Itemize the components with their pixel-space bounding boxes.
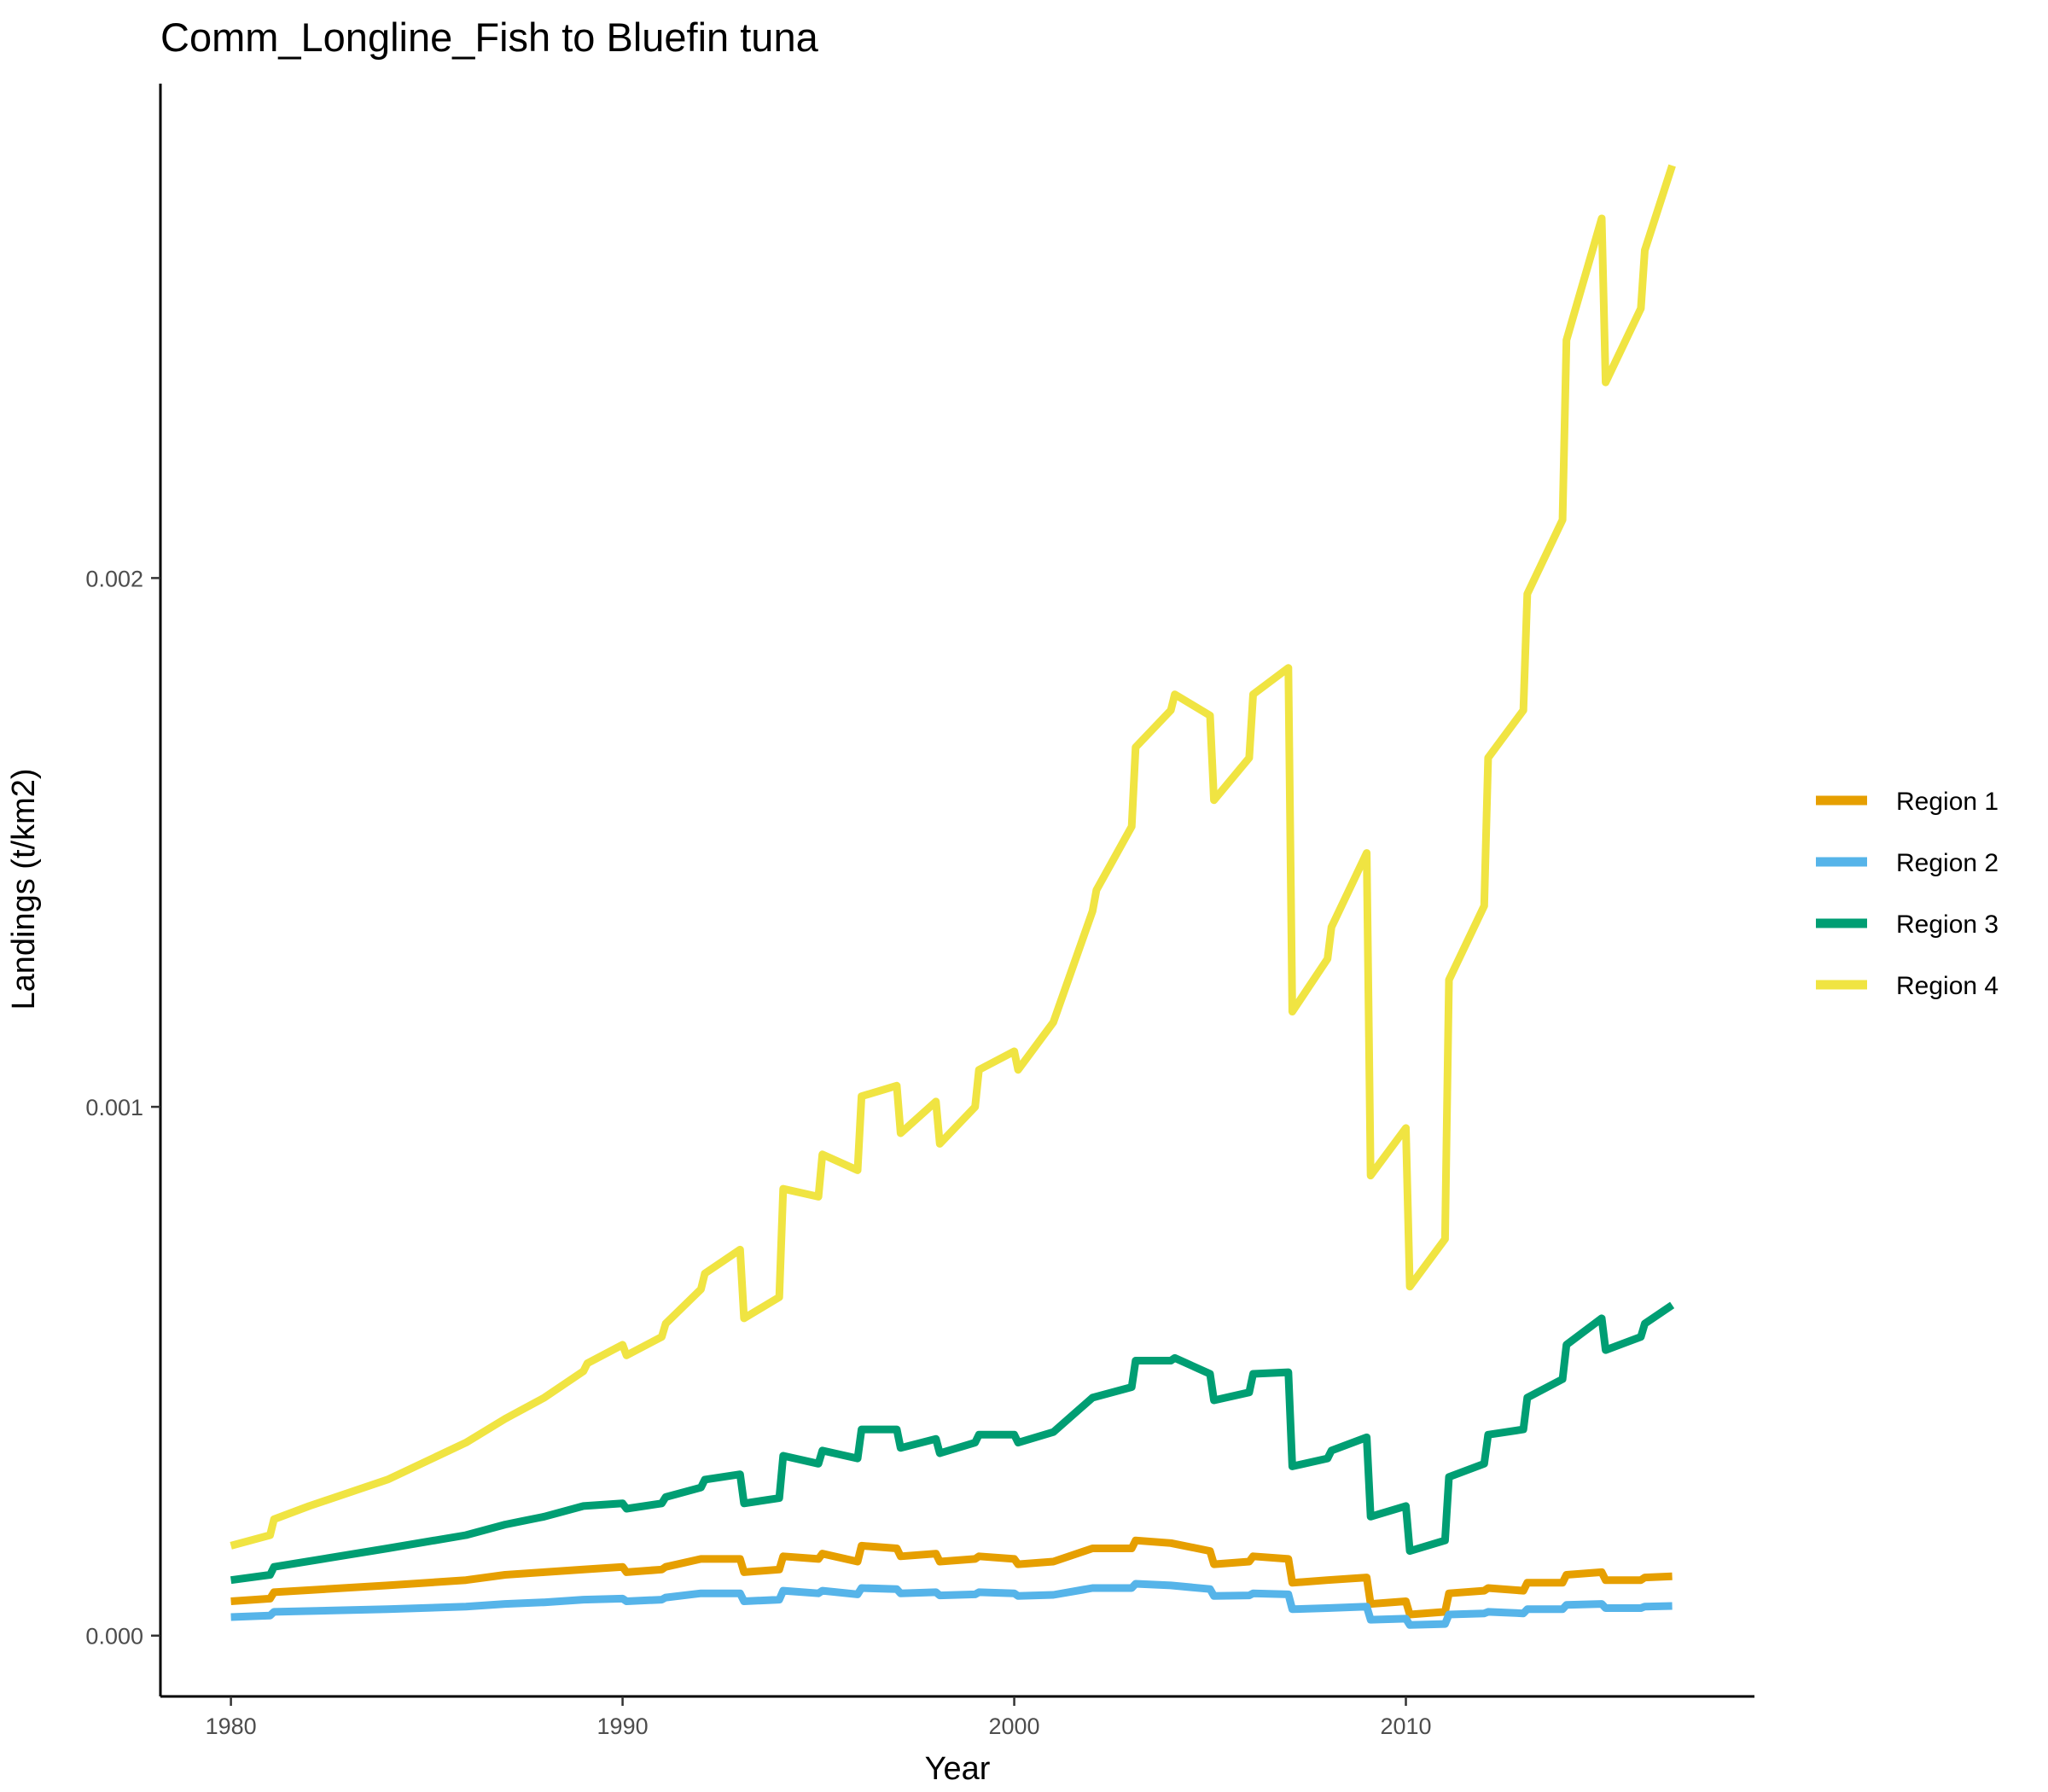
legend-label-region-2: Region 2: [1896, 849, 1999, 877]
y-tick-label: 0.000: [85, 1624, 143, 1649]
x-tick-label: 2010: [1380, 1713, 1431, 1739]
legend: Region 1 Region 2 Region 3 Region 4: [1816, 788, 1999, 1000]
legend-label-region-4: Region 4: [1896, 972, 1999, 1000]
y-tick-label: 0.001: [85, 1095, 143, 1120]
series-line-region-3: [230, 1301, 1675, 1585]
y-tick-label: 0.002: [85, 566, 143, 591]
x-tick-label: 1980: [206, 1713, 257, 1739]
legend-label-region-1: Region 1: [1896, 788, 1999, 816]
y-axis-title: Landings (t/km2): [6, 768, 42, 1009]
series-line-region-4: [230, 164, 1676, 1550]
plot-area: [230, 164, 1676, 1629]
chart-title: Comm_Longline_Fish to Bluefin tuna: [160, 15, 819, 60]
series-line-region-1: [230, 1536, 1673, 1619]
y-axis-ticks: 0.000 0.001 0.002: [85, 566, 160, 1649]
x-tick-label: 1990: [597, 1713, 649, 1739]
axes: [159, 84, 1754, 1698]
x-axis-ticks: 1980 1990 2000 2010: [206, 1696, 1432, 1739]
legend-label-region-3: Region 3: [1896, 911, 1999, 939]
series-line-region-2: [230, 1580, 1673, 1629]
x-tick-label: 2000: [989, 1713, 1040, 1739]
x-axis-title: Year: [925, 1751, 991, 1787]
